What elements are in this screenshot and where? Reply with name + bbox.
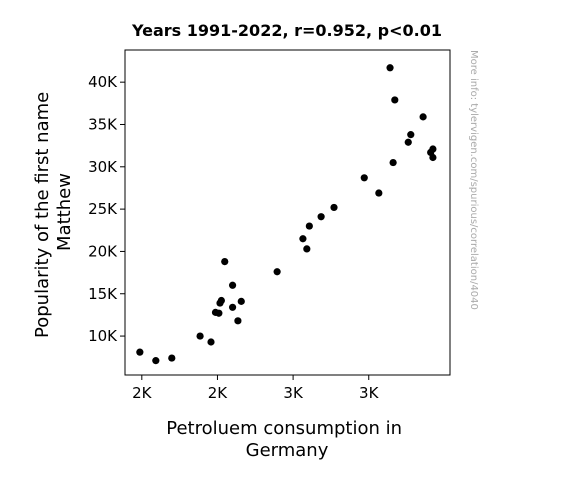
x-tick-label: 3K — [359, 384, 380, 402]
y-tick-label: 30K — [88, 158, 118, 176]
data-point — [389, 158, 397, 167]
y-tick-label: 25K — [88, 200, 118, 218]
data-point — [330, 203, 338, 212]
data-point — [375, 189, 383, 197]
watermark-text: More info: tylervigen.com/spurious/corre… — [468, 50, 479, 310]
y-tick-label: 20K — [88, 242, 118, 260]
data-point — [234, 317, 242, 325]
data-point — [303, 245, 311, 253]
x-axis-label: Petroluem consumption in Germany — [166, 418, 408, 461]
x-tick-label: 3K — [283, 384, 304, 402]
data-point — [391, 96, 399, 104]
y-axis-label-line-1: Popularity of the first name — [32, 92, 53, 338]
data-point — [360, 174, 368, 182]
y-tick-label: 10K — [88, 327, 118, 345]
data-point — [136, 348, 144, 356]
y-axis-label: Popularity of the first name Matthew — [32, 86, 75, 338]
data-point — [407, 131, 415, 139]
x-axis-label-line-2: Germany — [246, 440, 329, 461]
data-point — [273, 268, 281, 276]
plot-area-frame — [124, 49, 451, 376]
data-point — [196, 332, 204, 340]
data-point — [221, 257, 229, 266]
x-tick-label: 2K — [132, 384, 153, 402]
data-point — [217, 296, 225, 305]
y-tick-label: 15K — [88, 285, 118, 303]
data-point — [429, 145, 437, 153]
data-point — [317, 213, 325, 221]
data-point — [419, 113, 427, 121]
y-axis-label-line-2: Matthew — [54, 173, 75, 251]
svg-text:Popularity of the first name: Popularity of the first name Matthew — [32, 86, 75, 338]
y-tick-label: 35K — [88, 115, 118, 133]
x-axis-label-line-1: Petroluem consumption in — [166, 418, 402, 439]
y-axis-ticks: 10K 15K 20K 25K 30K 35K 40K — [88, 73, 125, 345]
y-tick-label: 40K — [88, 73, 118, 91]
data-point — [207, 338, 215, 346]
chart-title: Years 1991-2022, r=0.952, p<0.01 — [131, 21, 442, 40]
data-point — [168, 354, 176, 362]
watermark: More info: tylervigen.com/spurious/corre… — [468, 50, 479, 310]
data-point — [404, 138, 412, 146]
data-point — [228, 303, 237, 311]
data-point — [299, 235, 307, 243]
data-point — [429, 153, 437, 162]
data-point — [305, 222, 313, 230]
data-points — [136, 64, 437, 365]
data-point — [152, 357, 160, 365]
x-tick-label: 2K — [208, 384, 229, 402]
x-axis-ticks: 2K 2K 3K 3K — [132, 375, 380, 402]
data-point — [386, 64, 394, 72]
data-point — [228, 281, 237, 289]
data-point — [215, 309, 223, 317]
data-point — [237, 297, 245, 305]
